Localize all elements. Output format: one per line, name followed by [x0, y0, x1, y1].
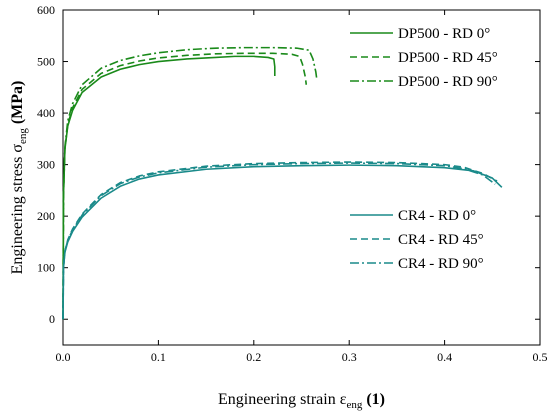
series-lines [62, 46, 503, 320]
y-tick-label: 100 [37, 261, 55, 275]
series-line [62, 161, 498, 320]
x-tick-label: 0.0 [56, 350, 71, 364]
x-axis-title: Engineering strain εeng (1) [218, 391, 385, 411]
legend-label: CR4 - RD 0° [398, 208, 476, 224]
legend-label: DP500 - RD 0° [398, 26, 490, 42]
y-tick-label: 500 [37, 55, 55, 69]
x-axis-title-subscript: eng [346, 399, 362, 411]
series-line [62, 162, 496, 320]
legend-label: DP500 - RD 90° [398, 74, 498, 90]
y-axis-title: Engineering stress σeng (MPa) [9, 81, 29, 275]
legend-label: CR4 - RD 90° [398, 256, 484, 272]
y-tick-label: 0 [49, 312, 55, 326]
x-axis-title-unit: (1) [362, 391, 385, 408]
y-tick-label: 200 [37, 209, 55, 223]
y-tick-label: 400 [37, 106, 55, 120]
y-axis-title-text: Engineering stress σ [9, 144, 26, 275]
legend-label: DP500 - RD 45° [398, 50, 498, 66]
series-line [62, 55, 276, 320]
y-tick-label: 300 [37, 158, 55, 172]
y-axis-title-subscript: eng [17, 128, 29, 144]
x-tick-label: 0.4 [437, 350, 452, 364]
x-tick-label: 0.1 [151, 350, 166, 364]
legend-label: CR4 - RD 45° [398, 232, 484, 248]
y-axis-title-unit: (MPa) [9, 81, 26, 129]
plot-frame [62, 9, 541, 346]
axis-ticks: 0.0 0.1 0.2 0.3 0.4 0.5 0 100 200 300 400 500 600 [37, 3, 548, 364]
series-line [62, 52, 308, 320]
x-tick-label: 0.3 [342, 350, 357, 364]
series-line [62, 46, 318, 320]
x-tick-label: 0.2 [246, 350, 261, 364]
x-tick-label: 0.5 [533, 350, 548, 364]
legend: DP500 - RD 0° DP500 - RD 45° DP500 - RD 90… [350, 26, 498, 272]
x-axis-title-text: Engineering strain ε [218, 391, 347, 408]
y-tick-label: 600 [37, 3, 55, 17]
